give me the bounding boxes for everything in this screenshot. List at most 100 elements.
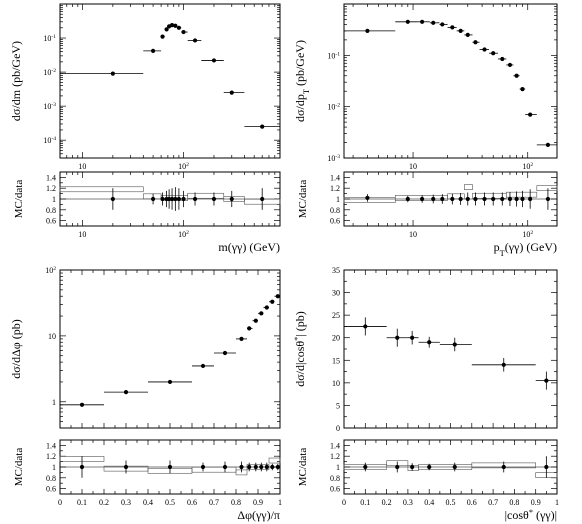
y-tick-label: 1: [52, 195, 56, 204]
y-tick-label: 20: [332, 334, 340, 343]
data-point: [150, 196, 156, 202]
data-point: [264, 464, 269, 470]
data-point: [169, 196, 175, 202]
y-tick-label: 1.4: [46, 441, 56, 450]
data-point: [465, 196, 470, 202]
data-point: [427, 340, 432, 345]
x-tick-label: 0.5: [446, 498, 456, 507]
y-tick-label: 0.8: [46, 206, 56, 215]
data-point: [181, 29, 186, 35]
data-point: [229, 196, 234, 202]
data-point: [270, 464, 275, 470]
data-point: [420, 196, 425, 202]
y-tick-label: 1.4: [330, 441, 340, 450]
y-tick-label: 1: [336, 463, 340, 472]
x-tick-label: 0.2: [99, 498, 109, 507]
y-tick-label: 0.6: [330, 485, 340, 494]
data-point: [410, 464, 415, 470]
data-point: [450, 25, 455, 30]
data-point: [275, 294, 280, 299]
data-point: [410, 335, 415, 340]
data-point: [259, 464, 264, 470]
data-point: [450, 196, 455, 202]
mc-bin: [464, 184, 473, 190]
data-point: [395, 464, 400, 470]
plot-frame: [59, 3, 281, 159]
data-point: [501, 464, 506, 470]
data-point: [123, 390, 129, 395]
y-axis-label: MC/data: [13, 180, 25, 219]
data-point: [169, 23, 175, 28]
panel-bottom-right-ratio: 0 0.1 0.2 0.3 0.4 0.5 0.6 0.7 0.8 0.9 1 0.6 0.8 1 1.2 1…: [297, 439, 559, 522]
data-point: [275, 464, 280, 470]
panel-bottom-left-main: 1 10 102 dσ/dΔφ (pb): [9, 266, 281, 429]
x-tick-label: 0.4: [143, 498, 153, 507]
data-point: [405, 196, 410, 202]
y-tick-label: 10-2: [327, 103, 340, 112]
data-point: [491, 51, 496, 56]
plot-frame: [343, 269, 558, 429]
x-tick-label: 102: [178, 230, 189, 239]
data-point: [79, 402, 85, 407]
x-tick-label: 10: [78, 162, 86, 171]
data-point: [482, 47, 487, 52]
data-point: [440, 196, 445, 202]
data-point: [500, 56, 505, 62]
data-point: [79, 464, 85, 470]
x-tick-label: 0: [342, 498, 346, 507]
data-point: [247, 464, 252, 470]
data-point: [507, 62, 513, 68]
x-tick-label: 0.7: [488, 498, 498, 507]
x-tick-label: 102: [178, 162, 189, 171]
x-tick-label: 0.8: [509, 498, 519, 507]
plot-frame: [59, 269, 281, 429]
y-tick-label: 15: [332, 356, 340, 365]
x-tick-label: 0.4: [424, 498, 434, 507]
y-tick-label: 10-1: [327, 51, 340, 60]
y-tick-label: 0.6: [46, 485, 56, 494]
data-point: [514, 73, 519, 78]
y-tick-label: 5: [336, 401, 340, 410]
x-tick-label: 102: [522, 230, 533, 239]
data-point: [239, 336, 244, 342]
data-point: [458, 28, 463, 33]
x-axis-label: pT(γγ) (GeV): [494, 240, 557, 258]
mc-bin: [59, 186, 144, 193]
data-point: [259, 311, 264, 316]
data-point: [150, 48, 156, 53]
data-point: [363, 324, 368, 329]
x-tick-label: 1: [278, 498, 282, 507]
data-point: [365, 28, 370, 33]
data-point: [452, 464, 457, 470]
panel-top-left-ratio: 10 102 0.6 0.8 1 1.2 1.4 MC/data m(γγ) (GeV): [13, 171, 281, 254]
data-point: [465, 32, 470, 38]
data-point: [160, 34, 165, 39]
data-point: [260, 124, 265, 129]
data-point: [110, 71, 115, 76]
data-point: [222, 350, 228, 356]
x-tick-label: 102: [522, 162, 533, 171]
data-point: [253, 318, 258, 323]
y-tick-label: 0.8: [330, 206, 340, 215]
mc-bin: [268, 457, 281, 464]
data-point: [528, 196, 533, 202]
y-axis-label: dσ/dpT (pb/GeV): [293, 40, 311, 122]
plot-frame: [343, 3, 558, 159]
y-tick-label: 1: [52, 463, 56, 472]
y-tick-label: 1: [52, 398, 56, 407]
data-point: [458, 196, 463, 202]
y-tick-label: 102: [45, 266, 56, 275]
y-tick-label: 1.2: [330, 452, 340, 461]
panel-top-right-main: 10 102 10-1 10-2 10-3 dσ/dpT (pb/GeV): [293, 3, 558, 171]
x-tick-label: 0.6: [187, 498, 197, 507]
mc-bin: [447, 193, 465, 200]
data-point: [528, 112, 533, 117]
x-tick-label: 0.8: [231, 498, 241, 507]
mc-bin: [343, 197, 396, 203]
y-tick-label: 25: [332, 311, 340, 320]
panel-bottom-left-ratio: 0 0.1 0.2 0.3 0.4 0.5 0.6 0.7 0.8 0.9 1 0.6 0.8 1 1.2 1…: [13, 439, 282, 522]
data-point: [507, 196, 513, 202]
mc-bin: [536, 185, 558, 191]
y-tick-label: 35: [332, 266, 340, 275]
x-tick-label: 0.1: [77, 498, 87, 507]
